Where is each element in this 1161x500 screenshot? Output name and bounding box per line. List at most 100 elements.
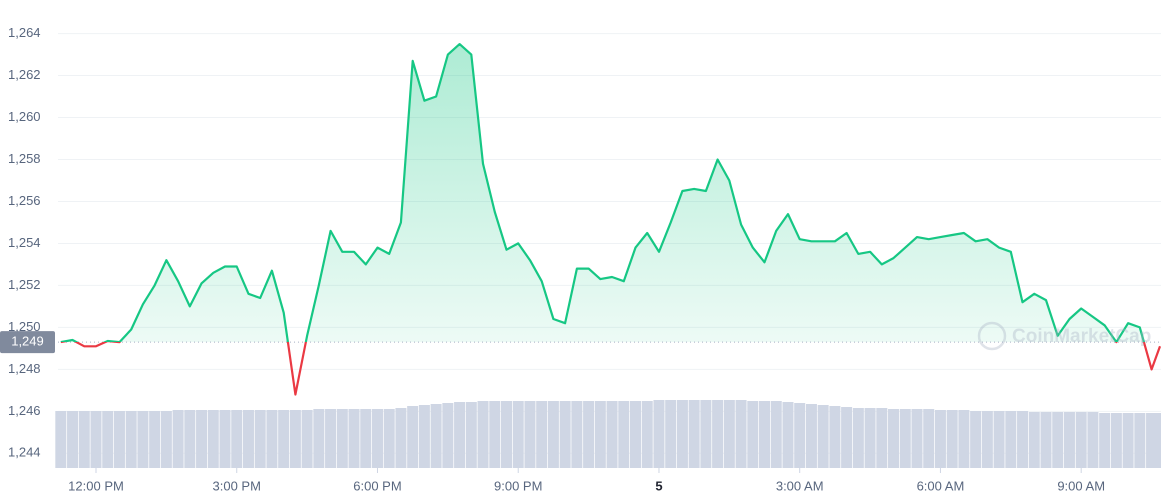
- y-tick-label: 1,256: [8, 193, 41, 208]
- volume-bar: [641, 401, 653, 468]
- volume-bar: [78, 411, 90, 468]
- volume-bar: [1005, 411, 1017, 468]
- volume-bar: [618, 401, 630, 468]
- x-tick-label: 9:00 AM: [1057, 478, 1105, 493]
- volume-bar: [747, 401, 759, 468]
- volume-bar: [125, 411, 137, 468]
- volume-bar: [465, 402, 477, 468]
- volume-bar: [360, 409, 372, 468]
- volume-bar: [864, 408, 876, 468]
- volume-bar: [500, 401, 512, 468]
- y-tick-label: 1,260: [8, 109, 41, 124]
- volume-bar: [770, 401, 782, 468]
- watermark: CoinMarketCap: [1012, 326, 1151, 347]
- volume-bar: [524, 401, 536, 468]
- volume-bar: [1063, 412, 1075, 468]
- volume-bar: [829, 406, 841, 468]
- y-tick-label: 1,258: [8, 151, 41, 166]
- volume-bar: [313, 409, 325, 468]
- volume-bar: [1110, 413, 1122, 468]
- volume-bar: [172, 410, 184, 468]
- volume-bar: [888, 409, 900, 468]
- volume-bar: [1052, 412, 1064, 468]
- volume-bar: [946, 410, 958, 468]
- y-tick-label: 1,252: [8, 277, 41, 292]
- volume-bar: [594, 401, 606, 468]
- volume-bar: [993, 411, 1005, 468]
- volume-bar: [442, 403, 454, 468]
- volume-bar: [759, 401, 771, 468]
- volume-bar: [1122, 413, 1134, 468]
- volume-bar: [477, 401, 489, 468]
- volume-bar: [700, 400, 712, 468]
- watermark-group: CoinMarketCap: [977, 321, 1151, 351]
- volume-bar: [1028, 412, 1040, 468]
- volume-bar: [242, 410, 254, 468]
- volume-bar: [665, 400, 677, 468]
- y-tick-label: 1,248: [8, 361, 41, 376]
- volume-bar: [911, 409, 923, 468]
- price-area: [60, 44, 1144, 343]
- x-tick-label: 9:00 PM: [494, 478, 542, 493]
- volume-bar: [794, 403, 806, 468]
- volume-bar: [430, 404, 442, 468]
- volume-bar: [219, 410, 231, 468]
- volume-bar: [160, 411, 172, 468]
- volume-bar: [102, 411, 114, 468]
- x-tick-label: 6:00 PM: [353, 478, 401, 493]
- volume-bar: [630, 401, 642, 468]
- x-tick-label: 12:00 PM: [68, 478, 124, 493]
- volume-bar: [454, 402, 466, 468]
- volume-bar: [923, 409, 935, 468]
- x-tick-label: 6:00 AM: [917, 478, 965, 493]
- volume-bar: [606, 401, 618, 468]
- volume-bar: [571, 401, 583, 468]
- volume-bar: [348, 409, 360, 468]
- volume-bar: [899, 409, 911, 468]
- volume-bar: [958, 410, 970, 468]
- volume-bar: [559, 401, 571, 468]
- volume-bar: [1017, 411, 1029, 468]
- volume-bar: [536, 401, 548, 468]
- volume-bar: [782, 402, 794, 468]
- volume-bar: [970, 411, 982, 468]
- volume-bar: [113, 411, 125, 468]
- x-tick-label: 3:00 AM: [776, 478, 824, 493]
- volume-bar: [137, 411, 149, 468]
- volume-bar: [512, 401, 524, 468]
- volume-bar: [336, 409, 348, 468]
- y-tick-label: 1,254: [8, 235, 41, 250]
- volume-bar: [1134, 413, 1146, 468]
- volume-bar: [278, 410, 290, 468]
- volume-bar: [723, 400, 735, 468]
- volume-bar: [289, 410, 301, 468]
- volume-bar: [418, 405, 430, 468]
- volume-bar: [981, 411, 993, 468]
- volume-bar: [325, 409, 337, 468]
- y-tick-label: 1,244: [8, 445, 41, 460]
- reference-label: 1,249: [11, 334, 44, 349]
- volume-bar: [1099, 413, 1111, 468]
- volume-bar: [90, 411, 102, 468]
- y-tick-label: 1,264: [8, 25, 41, 40]
- volume-bar: [207, 410, 219, 468]
- volume-bar: [1154, 413, 1161, 468]
- volume-bar: [371, 409, 383, 468]
- watermark-logo: [977, 321, 1007, 351]
- volume-bar: [735, 400, 747, 468]
- volume-bar: [301, 410, 313, 468]
- volume-bar: [712, 400, 724, 468]
- volume-bar: [254, 410, 266, 468]
- volume-bar: [231, 410, 243, 468]
- volume-bar: [817, 405, 829, 468]
- volume-bar: [876, 408, 888, 468]
- price-line: [60, 43, 1161, 396]
- volume-bar: [1040, 412, 1052, 468]
- volume-bar: [67, 411, 79, 468]
- volume-bar: [688, 400, 700, 468]
- x-tick-label: 3:00 PM: [213, 478, 261, 493]
- reference-badge: [0, 331, 55, 354]
- volume-bar: [1146, 413, 1158, 468]
- volume-bar: [383, 409, 395, 468]
- volume-bar: [266, 410, 278, 468]
